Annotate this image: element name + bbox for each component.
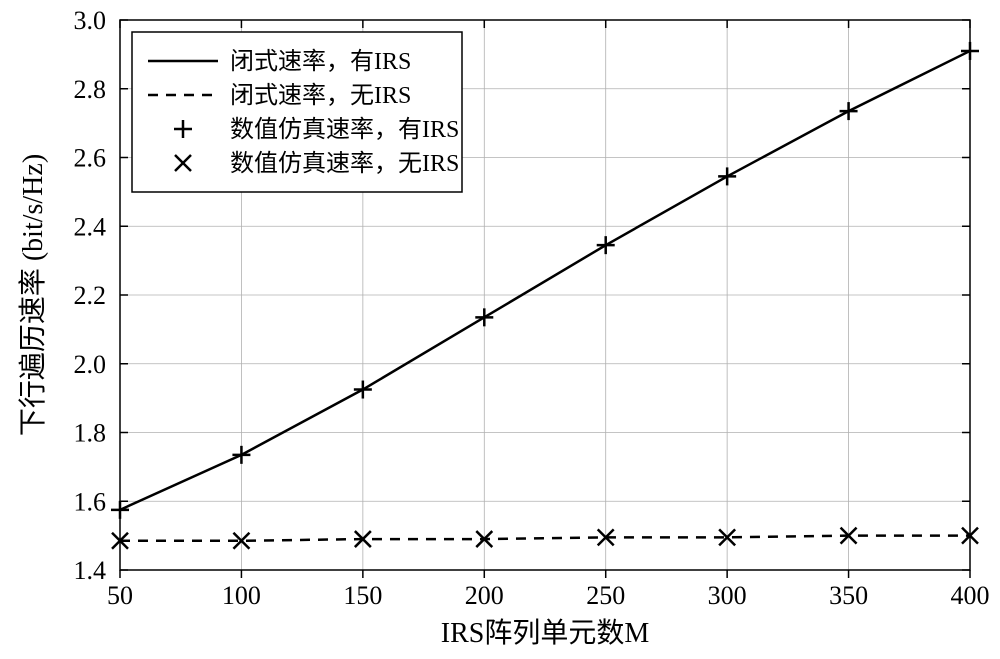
y-tick-label: 1.4 [74, 556, 107, 585]
x-tick-label: 350 [829, 581, 868, 610]
y-tick-label: 2.2 [74, 281, 107, 310]
y-tick-label: 2.6 [74, 144, 107, 173]
y-tick-label: 1.6 [74, 487, 107, 516]
y-tick-label: 2.4 [74, 212, 107, 241]
legend-label: 数值仿真速率，有IRS [230, 116, 459, 143]
y-tick-label: 3.0 [74, 6, 107, 35]
x-tick-label: 200 [465, 581, 504, 610]
legend: 闭式速率，有IRS 闭式速率，无IRS 数值仿真速率，有IRS 数值仿真速率，无IRS [132, 32, 462, 192]
x-tick-label: 400 [951, 581, 990, 610]
chart-svg: 50 100 150 200 250 300 350 400 1.4 1.6 1.8 2.0 2.2 2.… [0, 0, 1000, 659]
y-tick-label: 2.0 [74, 350, 107, 379]
y-axis-label: 下行遍历速率 (bit/s/Hz) [17, 154, 49, 436]
x-tick-label: 300 [708, 581, 747, 610]
legend-label: 闭式速率，无IRS [230, 82, 411, 109]
legend-label: 数值仿真速率，无IRS [230, 150, 459, 177]
x-axis-label: IRS阵列单元数M [441, 617, 650, 649]
chart-container: 50 100 150 200 250 300 350 400 1.4 1.6 1.8 2.0 2.2 2.… [0, 0, 1000, 659]
x-tick-label: 100 [222, 581, 261, 610]
x-tick-label: 50 [107, 581, 133, 610]
y-tick-label: 2.8 [74, 75, 107, 104]
x-tick-label: 250 [586, 581, 625, 610]
y-tick-label: 1.8 [74, 419, 107, 448]
x-tick-label: 150 [343, 581, 382, 610]
legend-label: 闭式速率，有IRS [230, 48, 411, 75]
